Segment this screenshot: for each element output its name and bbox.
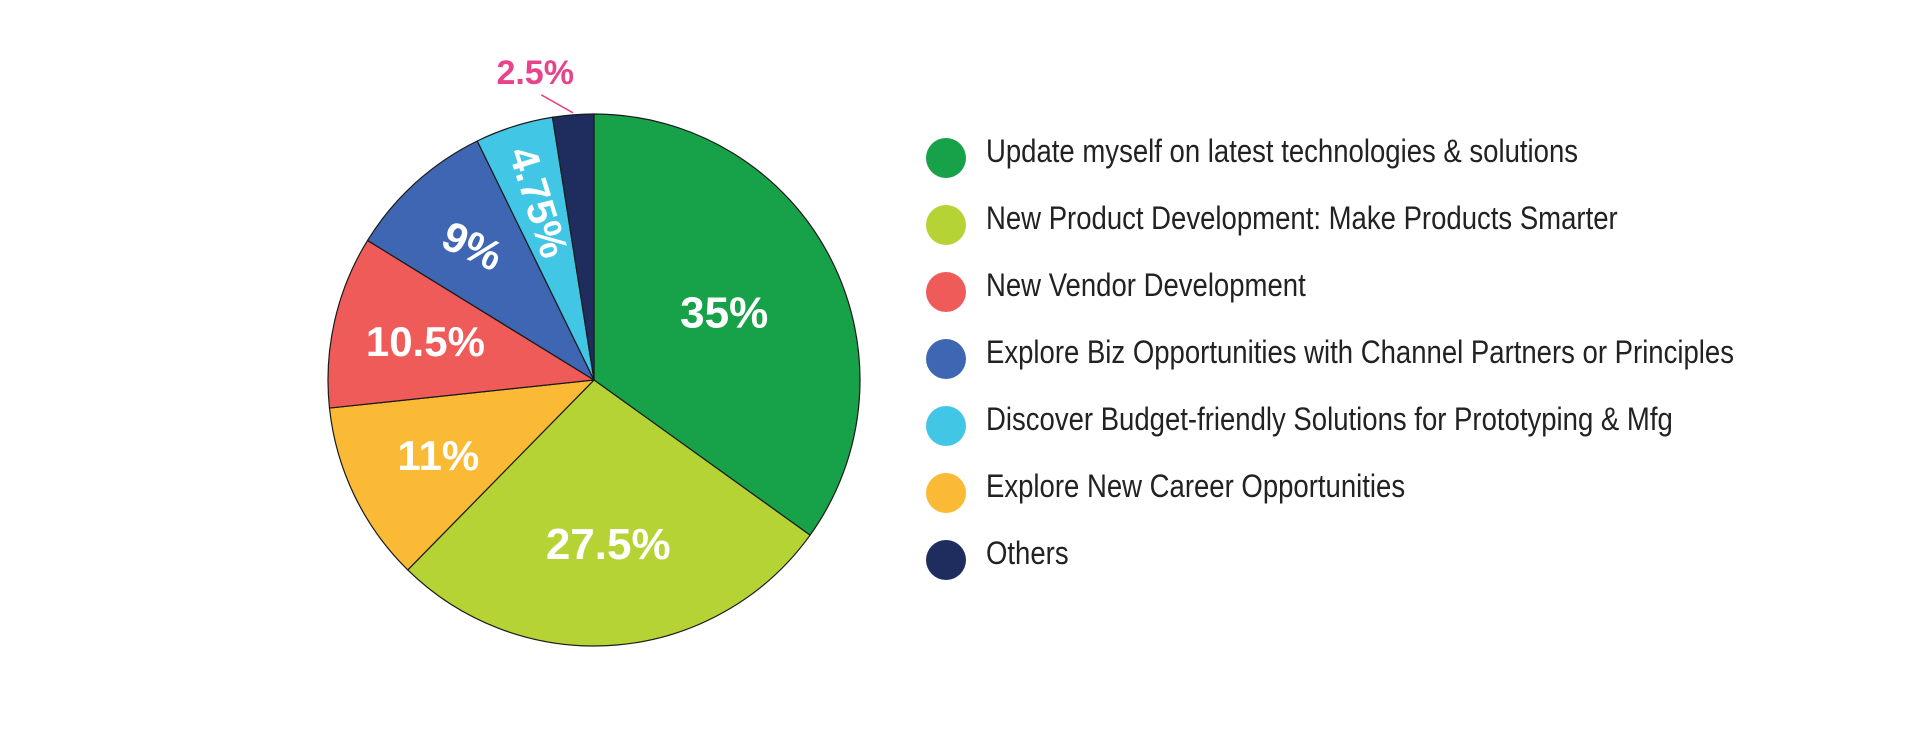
legend-item: New Vendor Development [926, 261, 1856, 328]
callout-line-7 [540, 94, 574, 114]
pie-slices [327, 113, 861, 647]
legend-swatch [926, 272, 966, 312]
pie-slice-5 [366, 140, 595, 381]
slice-label-1: 35% [680, 289, 768, 338]
legend-item: Explore Biz Opportunities with Channel P… [926, 328, 1856, 395]
legend-swatch [926, 205, 966, 245]
slice-label-3: 11% [397, 432, 479, 479]
pie-slice-2 [407, 379, 811, 647]
slice-label-4: 10.5% [366, 318, 485, 365]
pie-slice-3 [328, 379, 595, 571]
legend-item: New Product Development: Make Products S… [926, 194, 1856, 261]
legend-label: New Vendor Development [986, 267, 1306, 303]
legend-label: Explore Biz Opportunities with Channel P… [986, 334, 1734, 370]
slice-label-2: 27.5% [546, 520, 671, 569]
pie-slice-1 [593, 113, 861, 536]
slice-label-7: 2.5% [496, 54, 574, 92]
legend-swatch [926, 138, 966, 178]
legend-swatch [926, 540, 966, 580]
legend-swatch [926, 339, 966, 379]
pie-slice-4 [327, 239, 595, 409]
legend-label: New Product Development: Make Products S… [986, 200, 1618, 236]
legend: Update myself on latest technologies & s… [926, 127, 1856, 596]
legend-swatch [926, 473, 966, 513]
legend-item: Others [926, 529, 1856, 596]
legend-item: Discover Budget-friendly Solutions for P… [926, 395, 1856, 462]
legend-label: Others [986, 535, 1069, 571]
legend-swatch [926, 406, 966, 446]
legend-label: Discover Budget-friendly Solutions for P… [986, 401, 1673, 437]
legend-label: Explore New Career Opportunities [986, 468, 1406, 504]
pie-slice-7 [551, 113, 595, 381]
legend-item: Explore New Career Opportunities [926, 462, 1856, 529]
legend-label: Update myself on latest technologies & s… [986, 133, 1579, 169]
legend-item: Update myself on latest technologies & s… [926, 127, 1856, 194]
